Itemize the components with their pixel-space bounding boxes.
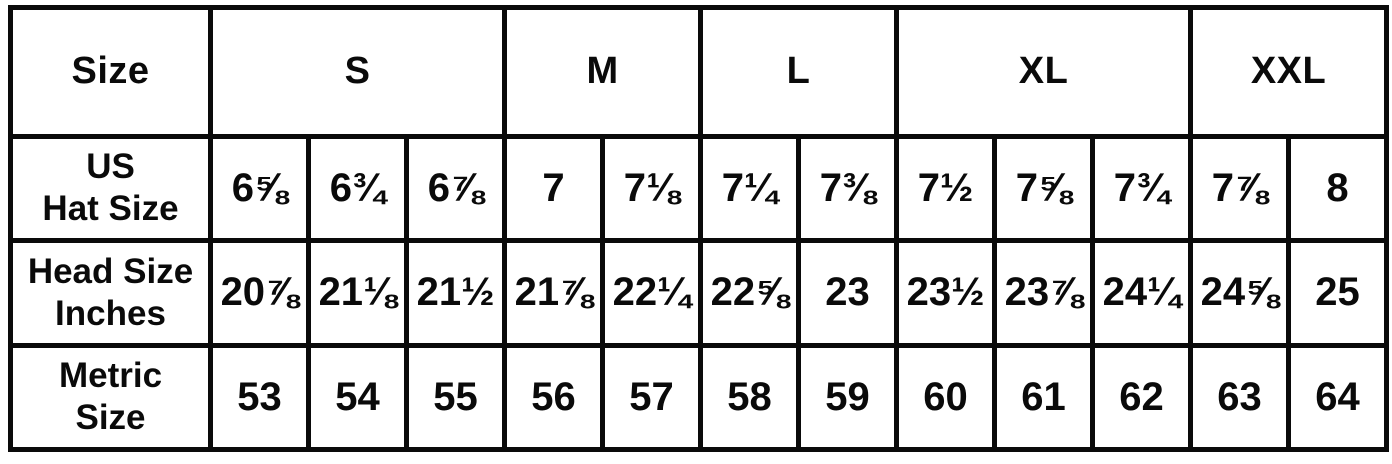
size-group-s: S [207,5,508,139]
value-cell: 8 [1286,133,1390,244]
value-cell: 24¼ [1090,238,1194,348]
value-cell: 7¼ [698,133,802,244]
value-cell: 7¾ [1090,133,1194,244]
head-size-inches-row: Head Size Inches 20⅞ 21⅛ 21½ 21⅞ 22¼ 22⅝… [8,238,1390,348]
size-group-xxl: XXL [1188,5,1390,139]
value-cell: 21⅛ [306,238,409,348]
value-cell: 57 [600,342,704,453]
row-label-us-hat-size: US Hat Size [8,133,213,244]
value-cell: 24⅝ [1188,238,1292,348]
value-cell: 22⅝ [698,238,802,348]
size-group-m: M [502,5,704,139]
size-group-l: L [698,5,900,139]
value-cell: 23½ [894,238,998,348]
value-cell: 59 [796,342,900,453]
value-cell: 25 [1286,238,1390,348]
metric-size-row: Metric Size 53 54 55 56 57 58 59 60 61 6… [8,342,1390,453]
value-cell: 58 [698,342,802,453]
us-hat-size-row: US Hat Size 6⅝ 6¾ 6⅞ 7 7⅛ 7¼ 7⅜ 7½ 7⅝ 7¾… [8,133,1390,244]
value-cell: 7½ [894,133,998,244]
corner-size-label: Size [8,5,213,139]
value-cell: 6¾ [306,133,409,244]
value-cell: 56 [502,342,606,453]
size-conversion-table: Size S M L XL XXL US Hat Size 6⅝ 6¾ 6⅞ 7… [8,5,1390,453]
value-cell: 23⅞ [992,238,1096,348]
value-cell: 7⅝ [992,133,1096,244]
value-cell: 61 [992,342,1096,453]
value-cell: 22¼ [600,238,704,348]
size-group-xl: XL [894,5,1194,139]
value-cell: 63 [1188,342,1292,453]
value-cell: 64 [1286,342,1390,453]
value-cell: 21⅞ [502,238,606,348]
value-cell: 20⅞ [208,238,311,348]
value-cell: 55 [403,342,508,453]
value-cell: 7 [502,133,606,244]
value-cell: 7⅞ [1188,133,1292,244]
value-cell: 54 [306,342,409,453]
value-cell: 6⅝ [208,133,311,244]
value-cell: 6⅞ [403,133,508,244]
value-cell: 53 [208,342,311,453]
value-cell: 21½ [403,238,508,348]
row-label-head-size-inches: Head Size Inches [8,238,213,348]
value-cell: 7⅛ [600,133,704,244]
value-cell: 62 [1090,342,1194,453]
size-header-row: Size S M L XL XXL [8,5,1390,139]
row-label-metric-size: Metric Size [8,342,213,453]
value-cell: 60 [894,342,998,453]
value-cell: 23 [796,238,900,348]
value-cell: 7⅜ [796,133,900,244]
